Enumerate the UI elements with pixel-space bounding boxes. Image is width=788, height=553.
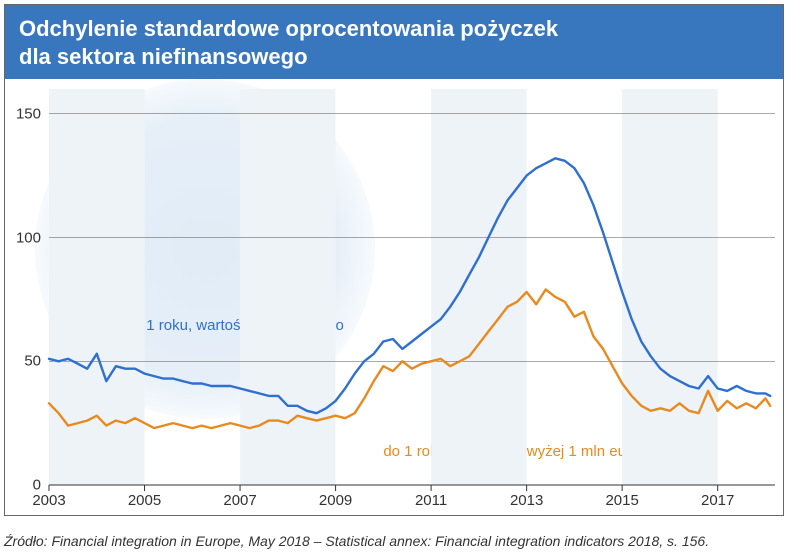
- chart-svg: [5, 79, 784, 516]
- chart-frame: Odchylenie standardowe oprocentowania po…: [4, 4, 784, 516]
- source-label: Źródło:: [4, 533, 48, 549]
- source-text: Financial integration in Europe, May 201…: [51, 533, 709, 549]
- plot-area: 050100150 200320052007200920112013201520…: [5, 79, 783, 515]
- source-line: Źródło: Financial integration in Europe,…: [4, 533, 709, 549]
- chart-title: Odchylenie standardowe oprocentowania po…: [5, 5, 783, 79]
- title-line1: Odchylenie standardowe oprocentowania po…: [19, 16, 558, 41]
- title-line2: dla sektora niefinansowego: [19, 44, 308, 69]
